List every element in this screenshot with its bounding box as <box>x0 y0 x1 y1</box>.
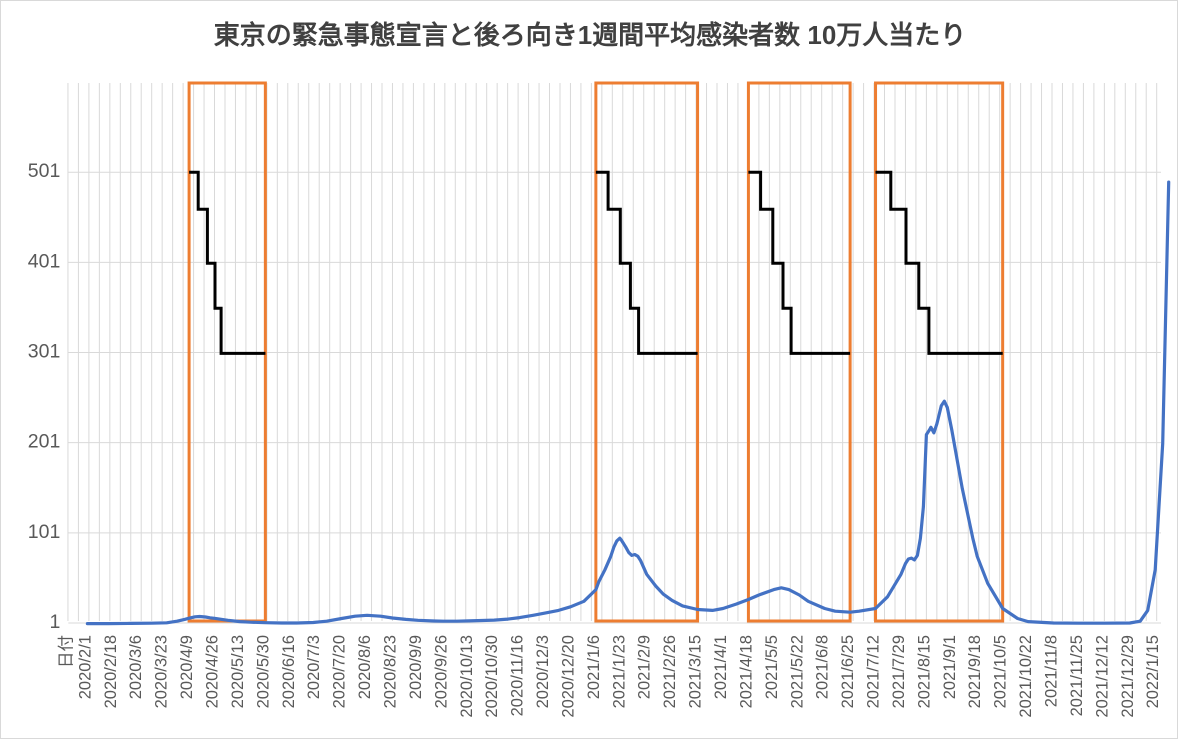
svg-text:2020/4/9: 2020/4/9 <box>178 635 196 699</box>
svg-text:2021/1/23: 2021/1/23 <box>610 635 628 708</box>
svg-text:2021/6/8: 2021/6/8 <box>814 635 832 699</box>
svg-text:2021/5/22: 2021/5/22 <box>788 635 806 708</box>
svg-text:2020/8/6: 2020/8/6 <box>356 635 374 699</box>
svg-text:2020/11/16: 2020/11/16 <box>509 635 527 716</box>
svg-text:2021/10/22: 2021/10/22 <box>1017 635 1035 718</box>
svg-text:2020/12/3: 2020/12/3 <box>534 635 552 708</box>
svg-text:2021/4/18: 2021/4/18 <box>737 635 755 708</box>
svg-text:2021/8/15: 2021/8/15 <box>915 635 933 708</box>
svg-text:301: 301 <box>28 341 61 363</box>
svg-text:2020/9/9: 2020/9/9 <box>407 635 425 699</box>
svg-text:2021/11/25: 2021/11/25 <box>1068 635 1086 716</box>
svg-text:2021/1/6: 2021/1/6 <box>585 635 603 699</box>
svg-text:501: 501 <box>28 160 61 182</box>
svg-text:2021/2/9: 2021/2/9 <box>636 635 654 699</box>
svg-text:2020/9/26: 2020/9/26 <box>432 635 450 708</box>
svg-text:401: 401 <box>28 250 61 272</box>
svg-text:2020/10/13: 2020/10/13 <box>458 635 476 718</box>
svg-text:2020/10/30: 2020/10/30 <box>483 635 501 718</box>
svg-text:1: 1 <box>49 611 60 633</box>
svg-text:2020/12/20: 2020/12/20 <box>559 635 577 718</box>
svg-text:2020/3/23: 2020/3/23 <box>153 635 171 708</box>
svg-text:2020/6/16: 2020/6/16 <box>280 635 298 708</box>
svg-text:2021/5/5: 2021/5/5 <box>763 635 781 699</box>
svg-text:2020/5/13: 2020/5/13 <box>229 635 247 708</box>
svg-text:2021/3/15: 2021/3/15 <box>687 635 705 708</box>
svg-text:2021/7/29: 2021/7/29 <box>890 635 908 708</box>
svg-text:101: 101 <box>28 521 61 543</box>
svg-text:2020/3/6: 2020/3/6 <box>127 635 145 699</box>
svg-text:2021/9/18: 2021/9/18 <box>966 635 984 708</box>
svg-text:2020/7/3: 2020/7/3 <box>305 635 323 699</box>
svg-text:2021/12/12: 2021/12/12 <box>1093 635 1111 718</box>
svg-text:2022/1/15: 2022/1/15 <box>1144 635 1162 708</box>
svg-text:日付: 日付 <box>56 635 75 668</box>
svg-text:2021/12/29: 2021/12/29 <box>1119 635 1137 718</box>
svg-text:2020/7/20: 2020/7/20 <box>331 635 349 708</box>
svg-text:2020/4/26: 2020/4/26 <box>204 635 222 708</box>
svg-text:2021/6/25: 2021/6/25 <box>839 635 857 708</box>
svg-text:2020/8/23: 2020/8/23 <box>381 635 399 708</box>
svg-text:2020/5/30: 2020/5/30 <box>254 635 272 708</box>
svg-text:2021/9/1: 2021/9/1 <box>941 635 959 699</box>
svg-text:2021/11/8: 2021/11/8 <box>1043 635 1061 707</box>
svg-text:2021/7/12: 2021/7/12 <box>865 635 883 708</box>
svg-text:2021/4/1: 2021/4/1 <box>712 635 730 699</box>
svg-text:2021/10/5: 2021/10/5 <box>992 635 1010 708</box>
svg-text:2021/2/26: 2021/2/26 <box>661 635 679 708</box>
svg-text:201: 201 <box>28 431 61 453</box>
svg-text:2020/2/1: 2020/2/1 <box>76 635 94 699</box>
svg-text:2020/2/18: 2020/2/18 <box>102 635 120 708</box>
